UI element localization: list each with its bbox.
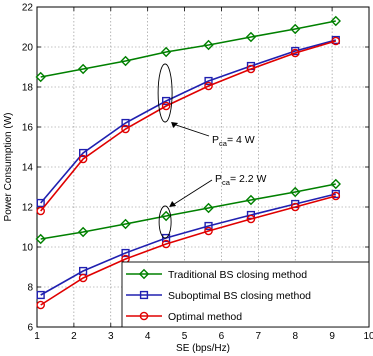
data-point-diamond [35,71,46,83]
data-point-diamond [290,23,301,35]
data-point-circle [161,101,171,111]
x-tick-label: 5 [182,331,188,342]
legend-label: Optimal method [168,311,242,323]
data-point-square [204,76,213,86]
data-point-square [121,118,130,128]
legend-entry: Traditional BS closing method [126,268,307,281]
legend-entry: Suboptimal BS closing method [126,290,311,302]
data-point-diamond [203,202,214,214]
data-point-circle [78,154,88,164]
y-tick-label: 18 [22,83,34,94]
x-tick-label: 7 [256,331,262,342]
legend-marker-square [139,290,149,300]
legend-label: Suboptimal BS closing method [168,290,311,302]
arrowhead-4w [171,122,179,128]
data-point-diamond [160,210,172,222]
data-point-circle [246,214,256,224]
series-square-1 [36,35,340,208]
arrowhead-2-2w [169,201,177,207]
data-point-square [162,96,171,106]
annotations: Pca= 4 W Pca= 2.2 W [157,63,267,239]
annotation-arrow-4w [172,123,210,137]
series-line [40,195,337,306]
data-point-square [36,290,45,300]
y-axis-label: Power Consumption (W) [3,113,14,222]
data-point-diamond [120,55,131,67]
legend: Traditional BS closing method Suboptimal … [121,261,370,328]
y-tick-label: 22 [22,3,34,14]
legend-marker-diamond [138,268,150,280]
y-tick-label: 20 [22,43,34,54]
data-point-diamond [330,178,341,190]
y-tick-label: 12 [22,203,34,214]
data-point-circle [331,191,341,201]
series-circle-5 [36,191,341,310]
y-tick-label: 16 [22,123,34,134]
annotation-arrow-2-2w [170,179,213,207]
series-diamond-3 [35,178,341,245]
data-point-square [36,198,45,208]
data-point-circle [246,64,256,74]
data-point-square [121,248,130,258]
x-tick-label: 6 [219,331,225,342]
data-point-square [162,233,171,243]
data-point-circle [331,36,341,46]
series-line [40,183,336,240]
x-tick-label: 10 [363,331,373,342]
x-tick-label: 1 [34,331,40,342]
data-point-circle [36,206,45,216]
data-point-circle [204,81,213,91]
data-point-diamond [160,46,172,58]
legend-box [121,261,370,328]
data-point-diamond [330,15,341,27]
series-line [40,20,336,78]
x-tick-label: 9 [329,331,335,342]
data-point-diamond [245,194,257,206]
group-ellipse-4w [157,63,173,123]
legend-entry: Optimal method [126,311,242,323]
data-point-circle [290,202,300,212]
data-point-diamond [120,218,131,230]
x-tick-label: 2 [71,331,77,342]
series-group [35,15,341,310]
x-tick-label: 3 [108,331,114,342]
series-circle-2 [36,36,341,216]
legend-marker-circle [139,311,149,321]
group-ellipse-2-2w [158,205,172,239]
legend-label: Traditional BS closing method [168,269,307,281]
data-point-circle [36,300,45,310]
y-tick-label: 10 [22,243,34,254]
y-tick-label: 6 [27,323,33,334]
series-line [40,39,337,204]
data-point-diamond [290,186,301,198]
series-diamond-0 [35,15,341,83]
data-point-square [79,148,88,158]
x-axis-label: SE (bps/Hz) [176,343,230,354]
series-line [40,193,336,296]
data-point-circle [290,48,300,58]
data-point-diamond [77,63,89,75]
y-tick-label: 8 [27,283,33,294]
x-tick-label: 8 [292,331,298,342]
data-point-circle [121,124,130,134]
data-point-circle [78,273,88,283]
x-tick-label: 4 [145,331,151,342]
data-point-circle [204,226,213,236]
data-point-diamond [245,31,257,43]
data-point-diamond [203,39,214,51]
y-tick-label: 14 [22,163,34,174]
series-line [40,40,337,212]
data-point-diamond [77,226,89,238]
annotation-label-4w: Pca= 4 W [212,134,255,148]
data-point-circle [161,239,171,249]
data-point-diamond [35,233,46,245]
data-point-square [204,221,213,231]
annotation-label-2-2w: Pca= 2.2 W [215,173,267,187]
